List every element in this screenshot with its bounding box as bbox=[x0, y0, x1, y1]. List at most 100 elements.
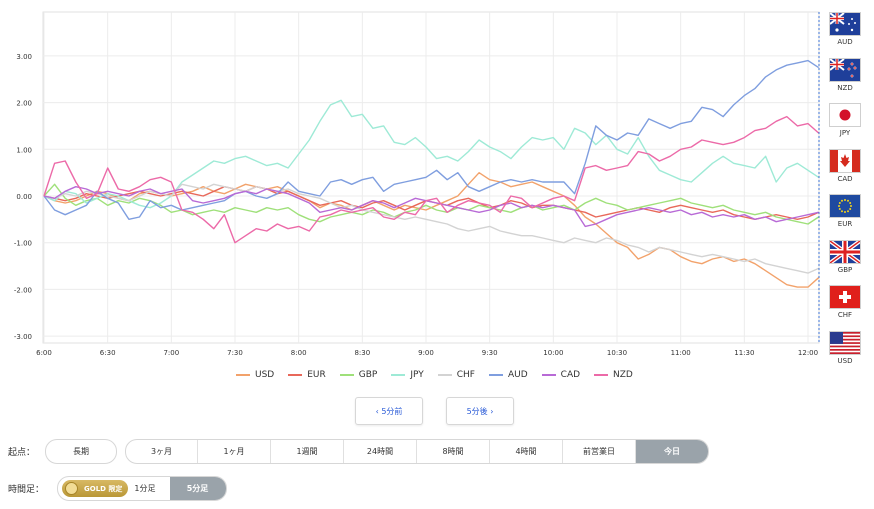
prev-5min-button[interactable]: ‹ 5分前 bbox=[355, 397, 423, 425]
next-5min-button[interactable]: 5分後 › bbox=[446, 397, 514, 425]
x-tick-label: 9:00 bbox=[418, 349, 434, 357]
y-tick-label: -1.00 bbox=[14, 240, 32, 248]
gold-coin-icon bbox=[65, 482, 78, 495]
x-tick-label: 6:30 bbox=[100, 349, 116, 357]
series-lines bbox=[43, 59, 820, 288]
x-tick-label: 10:30 bbox=[607, 349, 627, 357]
currency-flag-usd[interactable]: USD bbox=[829, 330, 861, 365]
start-option[interactable]: 今日 bbox=[635, 440, 708, 463]
start-option[interactable]: 8時間 bbox=[416, 440, 489, 463]
currency-flag-nzd[interactable]: NZD bbox=[829, 57, 861, 92]
jp-flag-icon bbox=[829, 103, 861, 127]
start-option[interactable]: 前営業日 bbox=[562, 440, 635, 463]
legend-label: EUR bbox=[307, 370, 326, 380]
series-line-cad bbox=[43, 185, 819, 228]
series-line-chf bbox=[43, 183, 819, 274]
y-axis-labels: 3.00 2.00 1.00 0.00 -1.00 -2.00 -3.00 bbox=[14, 53, 32, 341]
start-option[interactable]: 4時間 bbox=[489, 440, 562, 463]
legend-swatch bbox=[236, 374, 250, 376]
series-line-usd bbox=[43, 171, 820, 288]
currency-flag-cad[interactable]: CAD bbox=[829, 148, 861, 183]
y-tick-label: 3.00 bbox=[16, 53, 32, 61]
x-tick-label: 7:30 bbox=[227, 349, 243, 357]
legend-label: USD bbox=[255, 370, 275, 380]
us-flag-icon bbox=[829, 330, 861, 355]
eu-flag-icon bbox=[829, 194, 861, 218]
start-label: 起点： bbox=[8, 448, 36, 458]
currency-flag-eur[interactable]: EUR bbox=[829, 194, 861, 228]
gold-limited-text: GOLD 限定 bbox=[84, 484, 123, 493]
timeframe-1min-option[interactable]: 1分足 bbox=[134, 484, 156, 493]
legend-item-aud[interactable]: AUD bbox=[488, 370, 528, 380]
legend-label: CAD bbox=[560, 370, 581, 380]
legend-item-nzd[interactable]: NZD bbox=[594, 370, 633, 380]
x-tick-label: 11:30 bbox=[734, 349, 754, 357]
start-option[interactable]: 3ヶ月 bbox=[150, 447, 173, 456]
start-range-selector: 3ヶ月 1ヶ月 1週間 24時間 8時間 4時間 前営業日 今日 bbox=[125, 439, 709, 464]
timeframe-5min-option[interactable]: 5分足 bbox=[169, 477, 226, 500]
fx-strength-chart: 3.00 2.00 1.00 0.00 -1.00 -2.00 -3.00 6:00 6:30… bbox=[14, 11, 820, 357]
legend-item-chf[interactable]: CHF bbox=[437, 370, 475, 380]
legend-swatch bbox=[339, 374, 354, 376]
legend-label: GBP bbox=[358, 370, 378, 380]
y-tick-label: 1.00 bbox=[16, 146, 32, 154]
x-tick-label: 12:00 bbox=[798, 349, 818, 357]
x-tick-label: 8:00 bbox=[291, 349, 307, 357]
series-line-gbp bbox=[43, 183, 819, 225]
legend-label: AUD bbox=[507, 370, 528, 380]
legend-item-cad[interactable]: CAD bbox=[541, 370, 581, 380]
currency-code: EUR bbox=[837, 220, 853, 228]
currency-code: AUD bbox=[837, 38, 853, 46]
timeframe-selector: GOLD 限定 1分足 5分足 bbox=[57, 476, 227, 501]
start-long-term-button[interactable]: 長期 bbox=[45, 439, 117, 464]
y-tick-label: 2.00 bbox=[16, 100, 32, 108]
x-tick-label: 7:00 bbox=[163, 349, 179, 357]
currency-flag-gbp[interactable]: GBP bbox=[829, 239, 861, 274]
currency-code: USD bbox=[837, 356, 853, 365]
au-flag-icon bbox=[829, 12, 861, 36]
nz-flag-icon bbox=[829, 57, 861, 82]
y-tick-label: -3.00 bbox=[14, 333, 32, 341]
legend-item-gbp[interactable]: GBP bbox=[339, 370, 378, 380]
gold-limited-badge: GOLD 限定 bbox=[62, 480, 129, 497]
legend-swatch bbox=[594, 374, 609, 376]
legend-label: JPY bbox=[410, 370, 424, 380]
legend-swatch bbox=[437, 374, 452, 376]
legend-swatch bbox=[488, 374, 503, 376]
series-line-jpy bbox=[43, 99, 819, 209]
ch-flag-icon bbox=[829, 285, 861, 309]
series-line-nzd bbox=[43, 115, 820, 244]
x-tick-label: 8:30 bbox=[354, 349, 370, 357]
legend-label: NZD bbox=[613, 370, 633, 380]
y-tick-label: -2.00 bbox=[14, 286, 32, 294]
x-tick-label: 6:00 bbox=[36, 349, 52, 357]
currency-code: CHF bbox=[837, 311, 853, 319]
gb-flag-icon bbox=[829, 239, 861, 264]
legend-item-eur[interactable]: EUR bbox=[288, 370, 326, 380]
legend-swatch bbox=[391, 374, 406, 376]
timeframe-label: 時間足： bbox=[8, 485, 45, 495]
start-option[interactable]: 1週間 bbox=[270, 440, 343, 463]
legend-swatch bbox=[541, 374, 556, 376]
start-option[interactable]: 24時間 bbox=[343, 440, 416, 463]
currency-code: CAD bbox=[837, 174, 853, 183]
series-line-aud bbox=[43, 59, 819, 221]
legend-swatch bbox=[288, 374, 303, 376]
legend: USD EUR GBP JPY CHF AUD CAD NZD bbox=[236, 370, 647, 380]
currency-flag-aud[interactable]: AUD bbox=[829, 12, 861, 46]
currency-flag-jpy[interactable]: JPY bbox=[829, 103, 861, 137]
currency-code: NZD bbox=[837, 83, 853, 92]
legend-item-usd[interactable]: USD bbox=[236, 370, 274, 380]
legend-item-jpy[interactable]: JPY bbox=[391, 370, 424, 380]
x-tick-label: 11:00 bbox=[671, 349, 691, 357]
currency-code: GBP bbox=[837, 265, 853, 274]
x-axis-labels: 6:00 6:30 7:00 7:30 8:00 8:30 9:00 9:30 10:00 10:… bbox=[36, 349, 818, 357]
currency-flag-chf[interactable]: CHF bbox=[829, 285, 861, 319]
x-tick-label: 10:00 bbox=[543, 349, 563, 357]
y-tick-label: 0.00 bbox=[16, 193, 32, 201]
start-option[interactable]: 1ヶ月 bbox=[197, 440, 270, 463]
ca-flag-icon bbox=[829, 148, 861, 173]
currency-code: JPY bbox=[839, 129, 851, 137]
legend-label: CHF bbox=[456, 370, 475, 380]
x-tick-label: 9:30 bbox=[482, 349, 498, 357]
